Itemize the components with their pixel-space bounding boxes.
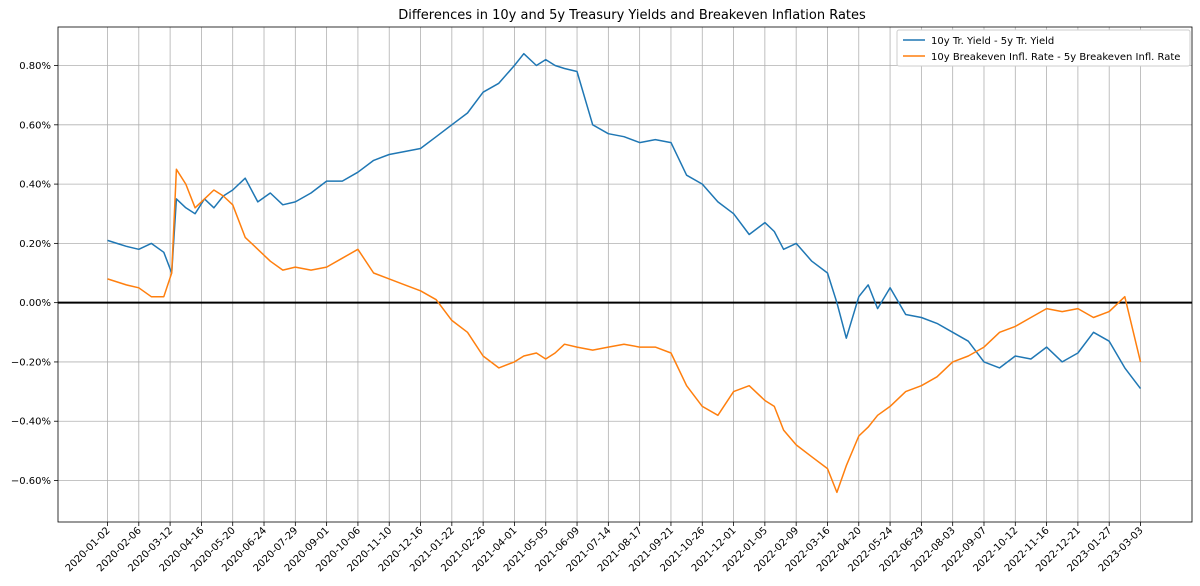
y-tick-label: 0.00% xyxy=(19,298,51,309)
y-tick-label: −0.60% xyxy=(11,476,51,487)
y-tick-label: −0.40% xyxy=(11,417,51,428)
y-tick-label: −0.20% xyxy=(11,357,51,368)
plot-frame xyxy=(57,26,1193,523)
series xyxy=(107,52,1142,494)
series-line-0 xyxy=(107,52,1142,390)
legend-label-treasury: 10y Tr. Yield - 5y Tr. Yield xyxy=(931,36,1054,47)
legend: 10y Tr. Yield - 5y Tr. Yield 10y Breakev… xyxy=(896,29,1191,67)
y-tick-label: 0.20% xyxy=(19,239,51,250)
chart-title: Differences in 10y and 5y Treasury Yield… xyxy=(398,8,866,23)
x-axis: 2020-01-022020-02-062020-03-122020-04-16… xyxy=(64,522,1146,574)
series-line-1 xyxy=(107,168,1142,494)
y-tick-label: 0.60% xyxy=(19,120,51,131)
grid xyxy=(58,27,1192,522)
y-tick-label: 0.80% xyxy=(19,61,51,72)
y-axis: −0.60% −0.40% −0.20% 0.00% 0.20% 0.40% 0.60% 0.… xyxy=(11,61,58,487)
legend-box xyxy=(896,29,1191,67)
legend-label-breakeven: 10y Breakeven Infl. Rate - 5y Breakeven … xyxy=(931,52,1180,63)
y-tick-label: 0.40% xyxy=(19,180,51,191)
